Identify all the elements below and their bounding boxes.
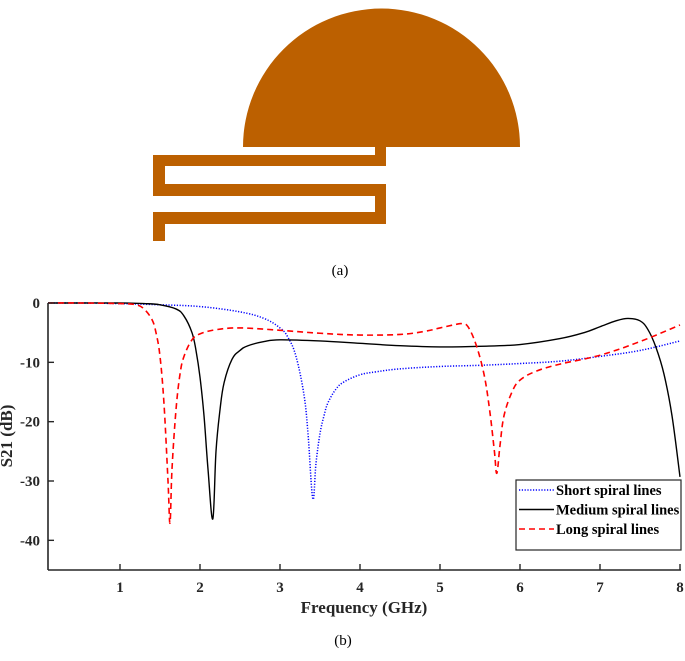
x-tick-label: 3 (276, 580, 284, 596)
s21-chart: 1 2 3 4 5 6 7 8 0 -10 -20 -30 -40 Frequency (GHz) S… (0, 296, 684, 649)
y-tick-label: -30 (20, 474, 40, 490)
panel-a-caption: (a) (332, 263, 349, 279)
y-axis-label: S21 (dB) (0, 405, 16, 468)
axes: 1 2 3 4 5 6 7 8 0 -10 -20 -30 -40 Frequency (GHz) S… (0, 296, 684, 617)
x-tick-label: 4 (356, 580, 364, 596)
antenna-geometry-panel: (a) (153, 8, 520, 279)
y-tick-label: -20 (20, 415, 40, 431)
legend-label: Long spiral lines (556, 522, 659, 538)
semicircle-patch (243, 8, 520, 148)
x-tick-label: 7 (596, 580, 604, 596)
y-tick-label: -10 (20, 355, 40, 371)
spiral-feed-line (153, 147, 386, 241)
x-tick-label: 1 (116, 580, 124, 596)
series-long-spiral-lines (47, 302, 681, 524)
y-tick-label: -40 (20, 533, 40, 549)
x-tick-label: 8 (676, 580, 684, 596)
x-tick-label: 5 (436, 580, 444, 596)
x-axis-label: Frequency (GHz) (301, 598, 428, 617)
plot-lines (47, 302, 681, 524)
legend-label: Short spiral lines (556, 483, 662, 499)
y-ticks: 0 -10 -20 -30 -40 (20, 296, 54, 549)
y-tick-label: 0 (33, 296, 41, 312)
x-ticks: 1 2 3 4 5 6 7 8 (116, 564, 684, 596)
legend-label: Medium spiral lines (556, 503, 680, 519)
x-tick-label: 2 (196, 580, 204, 596)
legend: Short spiral lines Medium spiral lines Lon… (515, 479, 682, 551)
legend-box (515, 479, 682, 551)
series-short-spiral-lines (47, 302, 681, 501)
panel-b-caption: (b) (334, 633, 352, 649)
series-medium-spiral-lines (48, 302, 681, 520)
x-tick-label: 6 (516, 580, 524, 596)
